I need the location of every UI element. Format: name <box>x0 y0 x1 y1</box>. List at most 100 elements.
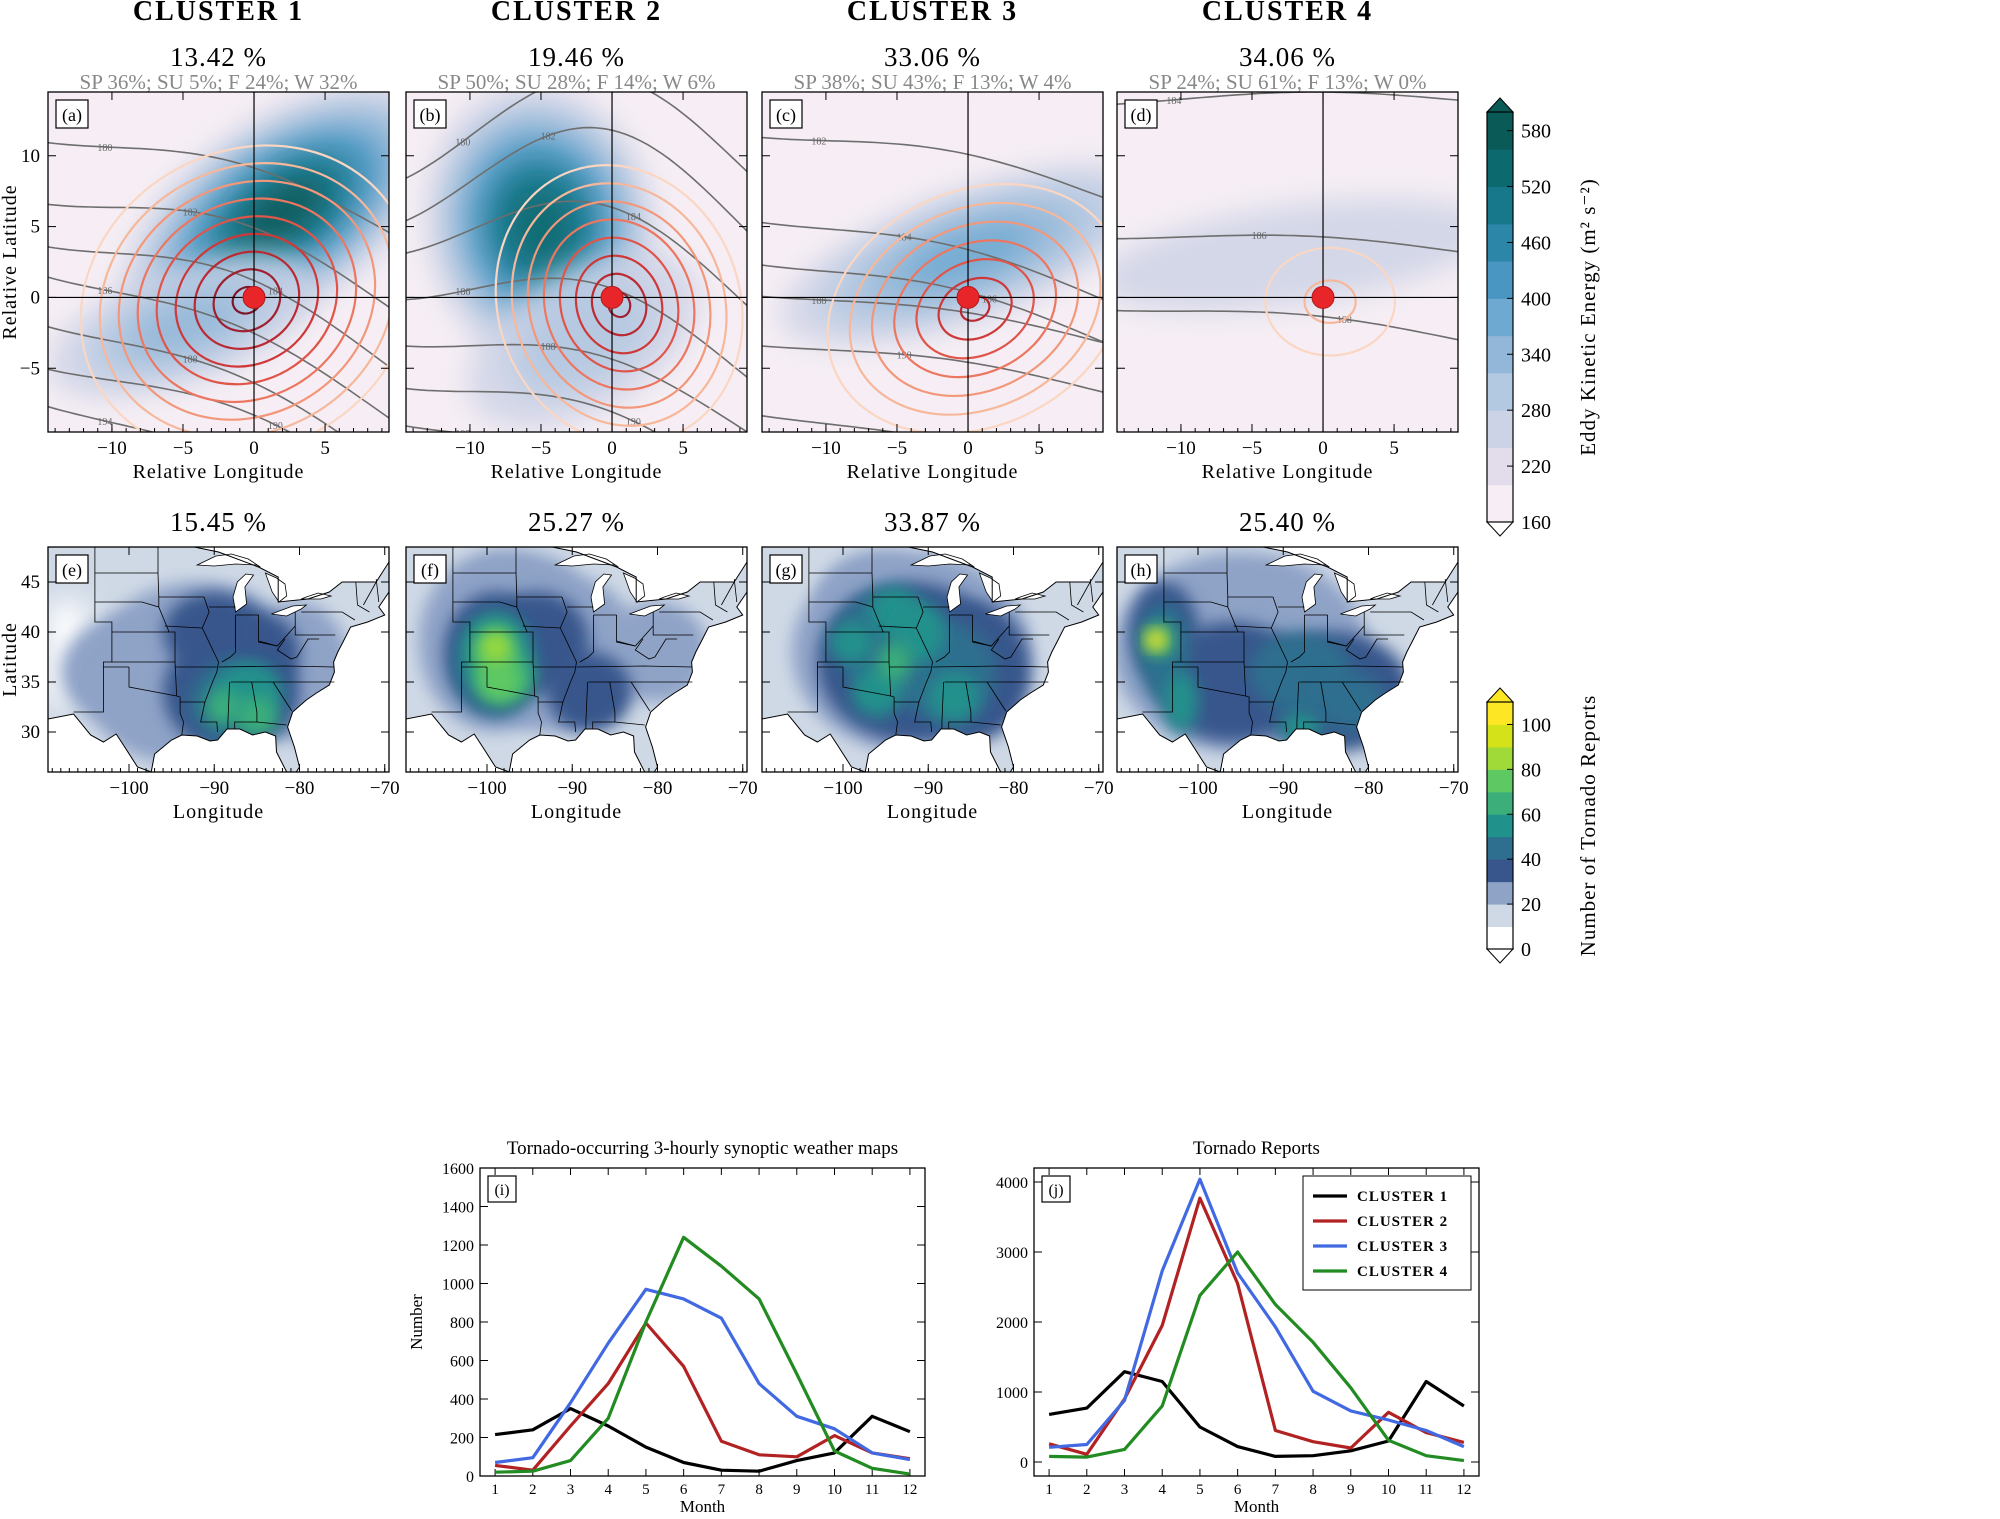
density-level <box>546 652 632 732</box>
lake <box>590 573 613 613</box>
height-contour <box>406 200 747 307</box>
height-contour <box>48 246 389 368</box>
cluster-report-percent: 15.45 % <box>170 507 267 537</box>
lake <box>985 604 1022 617</box>
colorbar-segment <box>1487 904 1513 928</box>
composite-panel: 182 184 186 188 190 192 −10 −5 0 5 (c) Relative Lon… <box>761 91 1104 483</box>
height-contour <box>406 277 747 378</box>
height-contour <box>48 203 389 308</box>
eke-field: 182 184 186 188 190 192 <box>762 92 1103 432</box>
series-line <box>494 1321 911 1472</box>
x-tick-label: 5 <box>1389 438 1399 459</box>
probability-contour <box>826 182 1103 432</box>
x-tick-label: −70 <box>1084 778 1114 799</box>
season-breakdown: SP 36%; SU 5%; F 24%; W 32% <box>80 70 358 94</box>
panel-label: (a) <box>62 105 82 126</box>
colorbar-segment <box>1487 724 1513 748</box>
density-level <box>163 592 266 672</box>
state-border <box>713 581 728 613</box>
x-tick-label: −5 <box>887 438 907 459</box>
density-level <box>1147 632 1164 648</box>
density-level <box>205 689 240 725</box>
state-border <box>1226 547 1253 736</box>
state-border <box>157 547 184 736</box>
probability-contour <box>98 162 389 432</box>
cluster-title: CLUSTER 2 <box>491 0 662 27</box>
state-border <box>1197 667 1246 697</box>
eke-level <box>125 294 241 357</box>
panel-label-box <box>413 554 447 584</box>
x-tick-label: −90 <box>199 778 229 799</box>
state-border <box>294 626 336 636</box>
x-tick-label: 5 <box>320 438 330 459</box>
lake <box>622 572 646 603</box>
y-tick-label: 2000 <box>996 1315 1028 1332</box>
x-tick-label: −100 <box>109 778 148 799</box>
report-density <box>406 547 747 772</box>
y-tick-label: 45 <box>21 572 40 593</box>
density-level <box>928 672 980 722</box>
contour-label: 188 <box>183 355 198 366</box>
cluster-report-percent: 25.40 % <box>1239 507 1336 537</box>
colorbar-label: Number of Tornado Reports <box>1576 695 1600 957</box>
panel-label-box <box>1124 554 1158 584</box>
x-tick-label: −5 <box>173 438 193 459</box>
panel-label: (h) <box>1131 560 1152 581</box>
contour-label: 180 <box>97 143 112 154</box>
state-border <box>914 596 933 733</box>
legend-label: CLUSTER 2 <box>1357 1214 1448 1230</box>
lake <box>1301 573 1324 613</box>
state-border <box>935 615 950 663</box>
state-border <box>218 665 335 668</box>
y-tick-label: 0 <box>1020 1455 1028 1472</box>
colorbar-tick-label: 0 <box>1521 939 1531 961</box>
state-border <box>972 640 992 647</box>
x-tick-label: 1 <box>491 1482 499 1498</box>
cluster-percent: 13.42 % <box>170 42 267 72</box>
reports-colorbar: 0 20 40 60 80 100 Number of Tornado Reports <box>1485 687 1600 964</box>
lake <box>232 573 255 613</box>
state-border <box>1089 578 1094 603</box>
panel-frame <box>1116 546 1459 773</box>
colorbar-tick-label: 40 <box>1521 849 1541 871</box>
probability-contour <box>117 179 377 421</box>
x-axis-label: Longitude <box>531 801 622 823</box>
colorbar-tick-label: 80 <box>1521 759 1541 781</box>
height-contour <box>762 221 1103 301</box>
eke-level <box>1117 198 1458 312</box>
x-tick-label: −90 <box>1268 778 1298 799</box>
colorbar-segment <box>1487 298 1513 337</box>
state-border <box>871 547 898 736</box>
x-tick-label: 8 <box>1309 1482 1317 1498</box>
x-tick-label: −10 <box>1166 438 1196 459</box>
eke-level <box>509 188 573 266</box>
height-contour <box>1117 234 1458 253</box>
x-axis-label: Longitude <box>887 801 978 823</box>
density-level <box>478 662 522 702</box>
chart-title: Tornado-occurring 3-hourly synoptic weat… <box>507 1138 898 1159</box>
tornado-location-marker <box>1311 285 1335 309</box>
state-border <box>842 667 891 697</box>
state-border <box>522 625 561 629</box>
x-tick-label: 7 <box>1272 1482 1280 1498</box>
state-border <box>128 667 177 697</box>
x-axis-label: Relative Longitude <box>491 461 663 483</box>
probability-contour <box>526 200 712 409</box>
eke-field: 184 186 188 <box>1117 92 1458 432</box>
state-border <box>721 581 735 606</box>
probability-contour <box>590 272 648 337</box>
series-line <box>1048 1177 1465 1449</box>
panel-frame <box>405 91 748 433</box>
x-axis-label: Relative Longitude <box>1202 461 1374 483</box>
panel-frame <box>405 546 748 773</box>
x-tick-label: 12 <box>902 1482 917 1498</box>
coastline <box>48 547 389 772</box>
x-tick-label: 10 <box>827 1482 842 1498</box>
x-tick-label: 3 <box>1121 1482 1129 1498</box>
panel-label: (j) <box>1048 1182 1063 1199</box>
panel-label: (d) <box>1131 105 1152 126</box>
report-panel: −100 −90 −80 −70 (h) Longitude <box>1116 546 1469 823</box>
cluster-report-percent: 25.27 % <box>528 507 625 537</box>
